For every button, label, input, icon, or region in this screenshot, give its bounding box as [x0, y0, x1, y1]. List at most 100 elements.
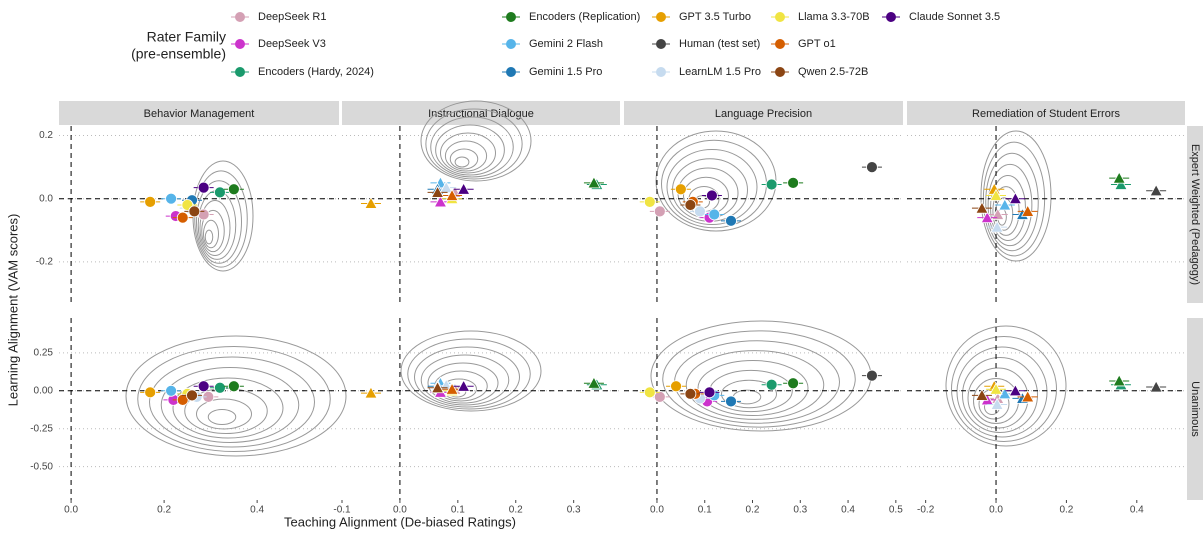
y-tick-label: 0.0 — [39, 193, 53, 204]
x-tick-label: 0.4 — [250, 505, 264, 516]
legend-label: DeepSeek V3 — [258, 38, 326, 50]
point — [1112, 374, 1126, 387]
point — [186, 389, 198, 402]
point — [144, 386, 157, 399]
point — [703, 386, 716, 399]
density-contour — [203, 219, 219, 249]
point — [653, 205, 666, 218]
x-tick-label: 0.2 — [1059, 505, 1073, 516]
x-tick-label: 0.0 — [64, 505, 78, 516]
density-contour — [430, 116, 514, 178]
density-contour — [449, 148, 479, 170]
point — [587, 176, 601, 189]
legend-title: (pre-ensemble) — [131, 46, 226, 62]
legend-label: Human (test set) — [679, 38, 760, 50]
density-contour — [196, 398, 252, 430]
point — [430, 380, 445, 394]
y-tick-label: -0.2 — [36, 257, 54, 268]
y-tick-label: -0.25 — [30, 423, 53, 434]
x-tick-label: 0.4 — [841, 505, 855, 516]
density-contour — [435, 124, 505, 176]
legend-marker — [656, 67, 666, 77]
legend-marker — [506, 12, 516, 22]
x-tick-label: 0.5 — [889, 505, 903, 516]
y-tick-label: 0.00 — [34, 385, 54, 396]
density-contour — [420, 354, 510, 406]
point — [197, 380, 210, 393]
point — [670, 380, 682, 393]
point — [214, 381, 226, 394]
point — [1149, 380, 1163, 393]
density-contour — [194, 170, 248, 268]
density-contour — [685, 350, 825, 420]
y-tick-label: 0.25 — [34, 348, 54, 359]
legend-label: Encoders (Replication) — [529, 11, 640, 23]
point — [364, 196, 378, 209]
point — [445, 382, 459, 395]
point — [991, 207, 1005, 220]
density-contour — [945, 325, 1067, 447]
point — [980, 210, 994, 224]
point — [144, 195, 157, 208]
x-tick-label: 0.1 — [698, 505, 712, 516]
density-contour — [985, 152, 1039, 252]
density-contour — [697, 360, 809, 416]
point — [1008, 383, 1023, 397]
y-axis-title: Learning Alignment (VAM scores) — [5, 214, 20, 407]
y-tick-label: 0.2 — [39, 130, 53, 141]
point — [456, 379, 471, 392]
point — [787, 176, 800, 189]
point — [1008, 191, 1023, 205]
legend-marker — [235, 39, 245, 49]
facet-strip — [1187, 318, 1203, 500]
point — [990, 220, 1004, 233]
legend-label: Encoders (Hardy, 2024) — [258, 66, 374, 78]
point — [866, 161, 878, 173]
legend-label: GPT 3.5 Turbo — [679, 11, 751, 23]
density-contour — [160, 367, 300, 443]
density-contour — [137, 346, 331, 452]
point — [998, 198, 1012, 211]
legend-marker — [775, 39, 785, 49]
facet-title: Remediation of Student Errors — [972, 108, 1120, 120]
point — [227, 380, 240, 393]
legend-marker — [886, 12, 896, 22]
point — [684, 199, 697, 211]
point — [456, 182, 471, 195]
legend-marker — [775, 67, 785, 77]
facet-strip — [59, 101, 339, 125]
density-contour — [125, 335, 347, 457]
density-contour — [427, 362, 499, 404]
point — [214, 186, 226, 199]
point — [188, 205, 201, 218]
density-contour — [172, 377, 284, 439]
density-contour — [956, 346, 1048, 438]
facet-strip — [342, 101, 620, 125]
legend-label: Qwen 2.5-72B — [798, 66, 868, 78]
legend-label: Claude Sonnet 3.5 — [909, 11, 1000, 23]
legend-marker — [235, 67, 245, 77]
density-contour — [207, 409, 237, 425]
x-tick-label: -0.1 — [333, 505, 351, 516]
point — [708, 208, 721, 221]
density-contour — [980, 130, 1052, 262]
x-tick-label: 0.3 — [567, 505, 581, 516]
legend-label: DeepSeek R1 — [258, 11, 327, 23]
density-contour — [414, 346, 520, 408]
point — [1112, 171, 1126, 184]
point — [1149, 183, 1163, 197]
legend-marker — [656, 39, 666, 49]
point — [765, 178, 778, 191]
point — [975, 201, 989, 214]
x-tick-label: 0.4 — [1130, 505, 1144, 516]
legend-marker — [656, 12, 666, 22]
density-contour — [444, 140, 488, 172]
point — [1114, 177, 1128, 190]
point — [684, 387, 697, 400]
legend-marker — [235, 12, 245, 22]
point — [694, 205, 706, 218]
legend-label: Gemini 1.5 Pro — [529, 66, 602, 78]
facet-strip — [1187, 126, 1203, 303]
point — [1021, 204, 1035, 217]
point — [975, 388, 989, 401]
